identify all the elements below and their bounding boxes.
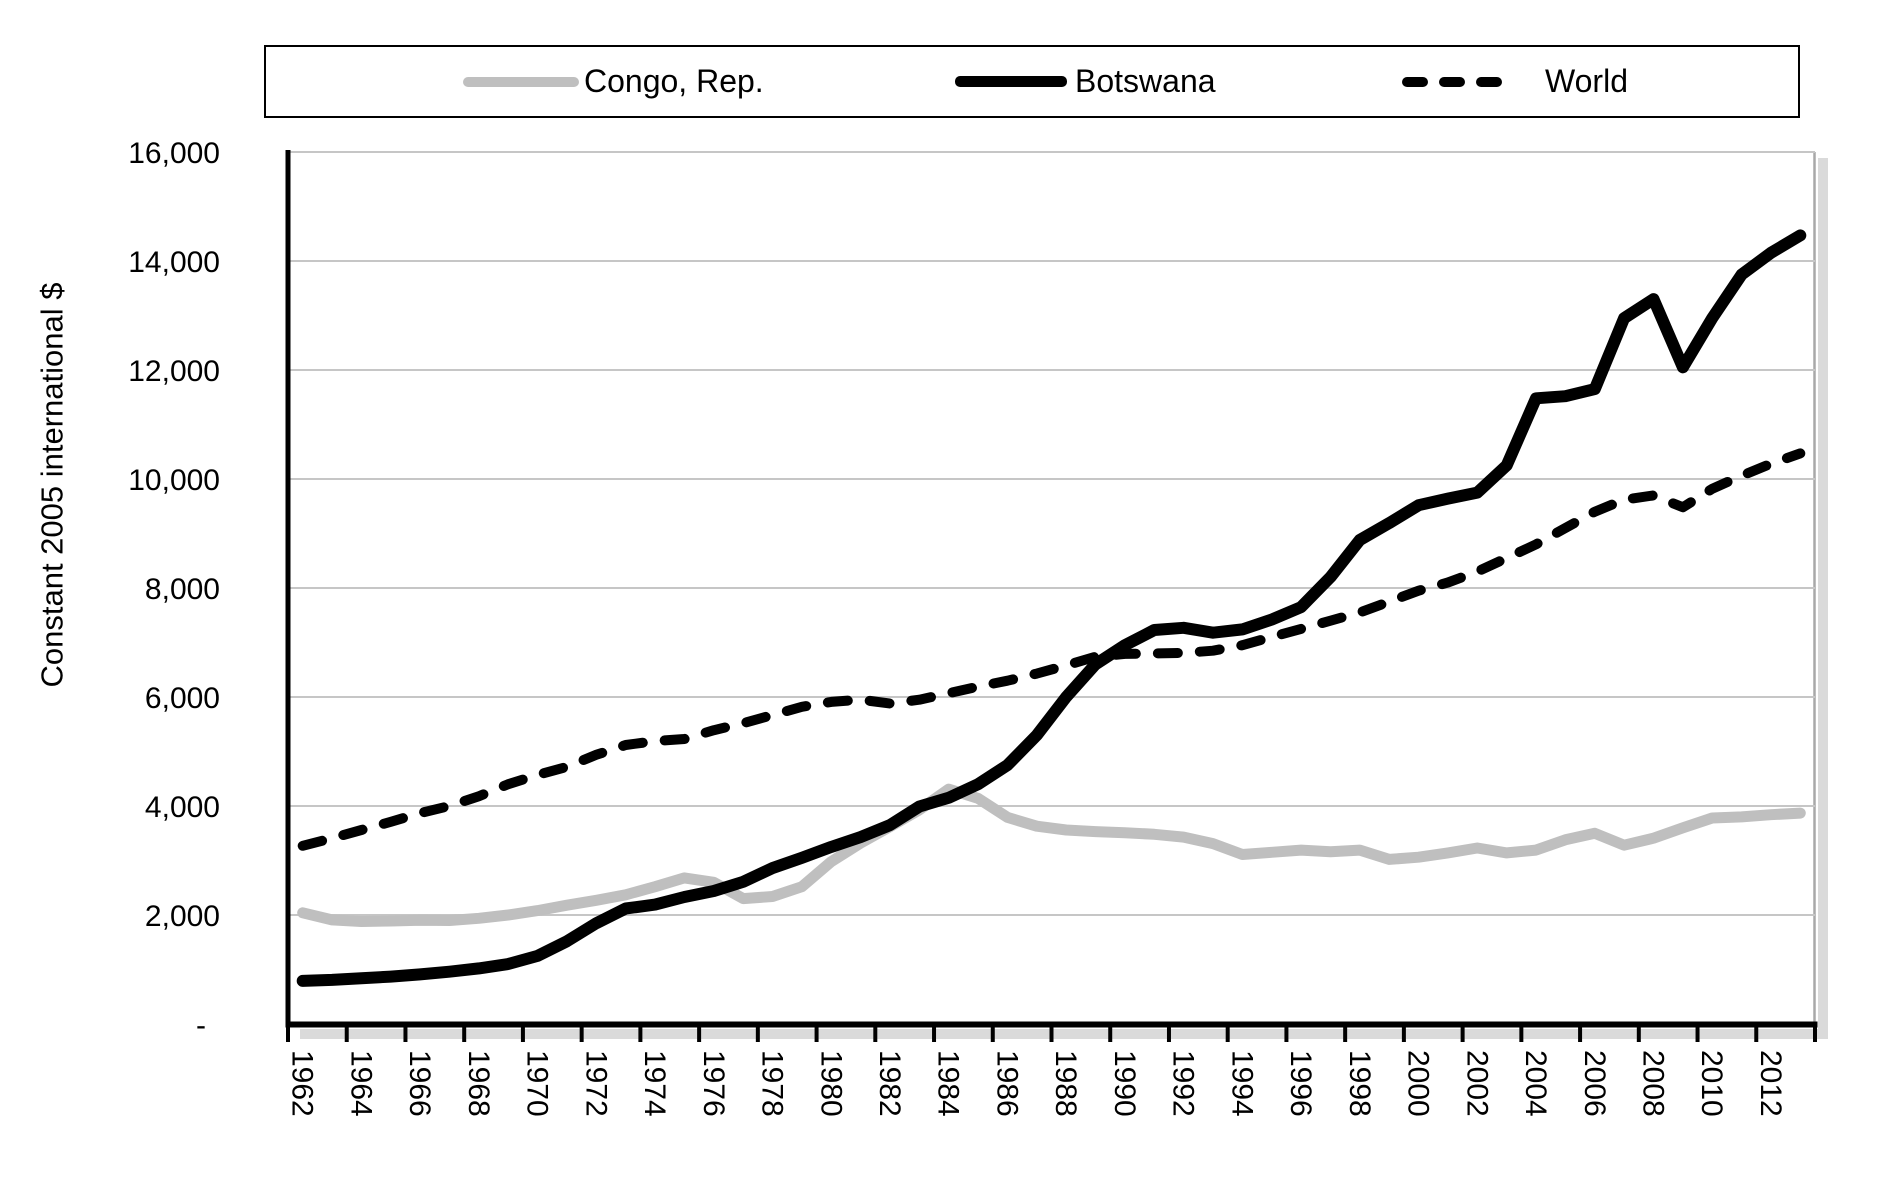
x-axis-tick-label-2000: 2000 <box>1402 1050 1435 1117</box>
legend-item-world: World <box>1402 47 1628 116</box>
x-axis-tick-label-1996: 1996 <box>1284 1050 1317 1117</box>
legend-label-botswana: Botswana <box>1075 63 1216 99</box>
chart-legend: Congo, Rep. Botswana World <box>264 45 1800 118</box>
x-axis-tick-label-1980: 1980 <box>814 1050 847 1117</box>
y-axis-tick-label-8000: 8,000 <box>145 573 220 606</box>
x-axis-tick-label-1966: 1966 <box>403 1050 436 1117</box>
botswana-line-sample-icon <box>955 76 1067 87</box>
x-axis-tick-label-2010: 2010 <box>1695 1050 1728 1117</box>
x-axis-tick-label-2012: 2012 <box>1754 1050 1787 1117</box>
y-axis-tick-label-12000: 12,000 <box>128 355 220 388</box>
world-dashed-line-sample-icon <box>1402 76 1502 87</box>
series-line-congo-rep <box>297 783 1806 927</box>
legend-label-congo-rep: Congo, Rep. <box>584 63 764 99</box>
x-axis-tick-label-2002: 2002 <box>1460 1050 1493 1117</box>
plot-shadow-bottom <box>300 1029 1828 1039</box>
x-axis-tick-label-1962: 1962 <box>286 1050 319 1117</box>
x-axis-tick-label-1994: 1994 <box>1225 1050 1258 1117</box>
x-axis-tick-label-2006: 2006 <box>1578 1050 1611 1117</box>
x-axis-tick-label-1982: 1982 <box>873 1050 906 1117</box>
x-axis-tick-label-1986: 1986 <box>990 1050 1023 1117</box>
series-line-world <box>297 448 1806 851</box>
x-axis-tick-label-1978: 1978 <box>756 1050 789 1117</box>
x-axis-tick-label-2004: 2004 <box>1519 1050 1552 1117</box>
x-axis-tick-label-1984: 1984 <box>932 1050 965 1117</box>
x-axis-tick-label-1990: 1990 <box>1108 1050 1141 1117</box>
x-axis-tick-label-1970: 1970 <box>521 1050 554 1117</box>
x-axis-tick-label-1972: 1972 <box>579 1050 612 1117</box>
y-axis-tick-label-10000: 10,000 <box>128 464 220 497</box>
x-axis-tick-label-1988: 1988 <box>1049 1050 1082 1117</box>
x-axis-tick-label-2008: 2008 <box>1636 1050 1669 1117</box>
x-axis-tick-label-1992: 1992 <box>1167 1050 1200 1117</box>
y-axis-tick-label-14000: 14,000 <box>128 246 220 279</box>
legend-item-congo-rep: Congo, Rep. <box>463 47 764 116</box>
x-axis-tick-label-1968: 1968 <box>462 1050 495 1117</box>
y-axis-tick-label-16000: 16,000 <box>128 137 220 170</box>
x-axis-tick-label-1964: 1964 <box>344 1050 377 1117</box>
congo-rep-line-sample-icon <box>463 76 579 87</box>
x-axis-tick-label-1998: 1998 <box>1343 1050 1376 1117</box>
plot-shadow-right <box>1818 158 1828 1034</box>
y-axis-tick-label-0: - <box>196 1009 206 1042</box>
y-axis-tick-label-2000: 2,000 <box>145 900 220 933</box>
x-axis-tick-label-1974: 1974 <box>638 1050 671 1117</box>
series-line-botswana <box>296 229 1807 987</box>
legend-item-botswana: Botswana <box>955 47 1216 116</box>
x-axis-tick-label-1976: 1976 <box>697 1050 730 1117</box>
y-axis-tick-label-6000: 6,000 <box>145 682 220 715</box>
y-axis-tick-label-4000: 4,000 <box>145 791 220 824</box>
legend-label-world: World <box>1545 63 1628 99</box>
